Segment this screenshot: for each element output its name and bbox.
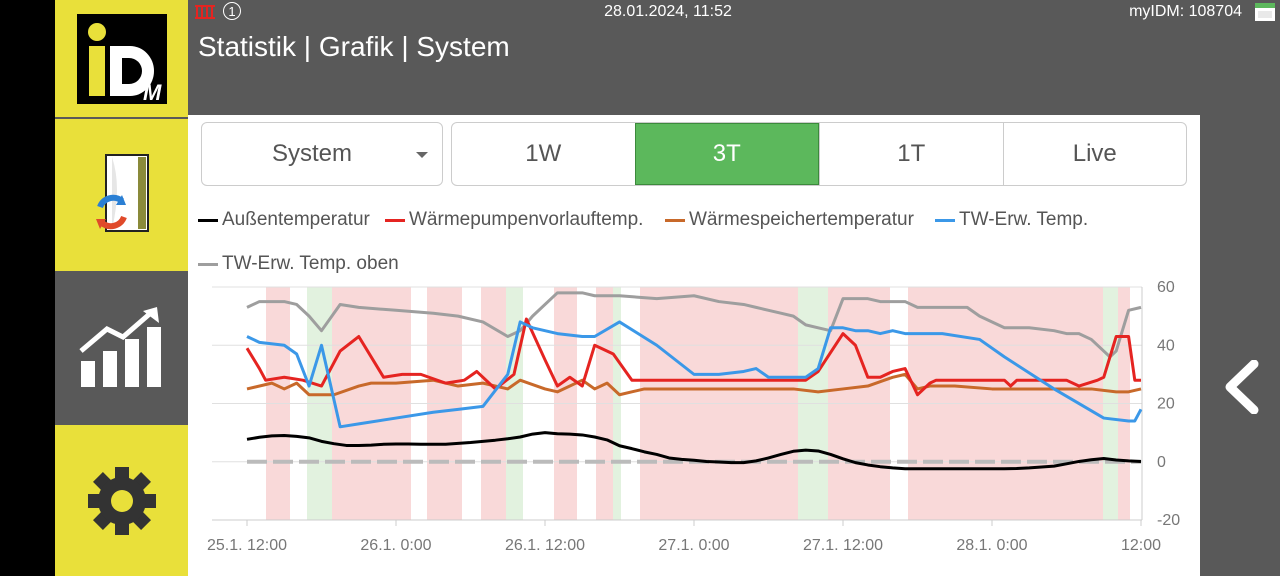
x-tick-label: 27.1. 0:00 bbox=[658, 537, 729, 554]
legend-swatch bbox=[198, 262, 218, 266]
legend-swatch bbox=[198, 218, 218, 222]
legend-item-speichertemp[interactable]: Wärmespeichertemperatur bbox=[665, 209, 914, 231]
left-edge bbox=[0, 0, 55, 576]
series-line-3 bbox=[246, 320, 1143, 429]
sidebar-item-statistics[interactable] bbox=[55, 275, 188, 421]
page-title: Statistik | Grafik | System bbox=[198, 31, 510, 62]
series-line-0 bbox=[246, 431, 1142, 471]
legend-swatch bbox=[665, 218, 685, 222]
window-icon[interactable] bbox=[1254, 2, 1276, 22]
range-button-3t[interactable]: 3T bbox=[634, 123, 819, 185]
x-tick-label: 27.1. 12:00 bbox=[803, 537, 883, 554]
device-id: myIDM: 108704 bbox=[1129, 3, 1242, 20]
legend-item-tw-erw-temp-oben[interactable]: TW-Erw. Temp. oben bbox=[198, 253, 399, 275]
sidebar: M bbox=[55, 0, 188, 576]
legend-swatch bbox=[385, 218, 405, 222]
range-button-1t[interactable]: 1T bbox=[819, 123, 1003, 185]
logo-sub-text: M bbox=[143, 80, 162, 104]
header: 1 28.01.2024, 11:52 myIDM: 108704 Statis… bbox=[188, 0, 1280, 115]
legend-item-tw-erw-temp[interactable]: TW-Erw. Temp. bbox=[935, 209, 1088, 231]
gear-icon bbox=[87, 466, 156, 535]
x-tick-label: 25.1. 12:00 bbox=[207, 537, 287, 554]
y-tick-label: 0 bbox=[1157, 454, 1166, 471]
series-line-1 bbox=[245, 317, 1141, 397]
legend-item-aussentemperatur[interactable]: Außentemperatur bbox=[198, 209, 370, 231]
idm-logo[interactable]: M bbox=[55, 0, 188, 117]
x-tick-label: 26.1. 12:00 bbox=[505, 537, 585, 554]
x-tick-label: 26.1. 0:00 bbox=[360, 537, 431, 554]
legend-label: Außentemperatur bbox=[222, 209, 370, 230]
main-panel: System 1W 3T 1T Live Außentemperatur Wär… bbox=[188, 115, 1200, 576]
sidebar-item-device-view[interactable] bbox=[55, 119, 188, 271]
range-button-live[interactable]: Live bbox=[1002, 123, 1187, 185]
x-tick-label: 28.1. 0:00 bbox=[956, 537, 1027, 554]
bar-chart-icon bbox=[78, 307, 161, 387]
notification-badge[interactable]: 1 bbox=[223, 2, 241, 20]
legend-swatch bbox=[935, 218, 955, 222]
system-select[interactable]: System bbox=[201, 122, 443, 186]
sidebar-item-settings[interactable] bbox=[55, 425, 188, 576]
x-tick-label: 12:00 bbox=[1121, 537, 1161, 554]
legend-label: TW-Erw. Temp. bbox=[959, 209, 1089, 230]
range-button-1w[interactable]: 1W bbox=[525, 140, 562, 167]
legend-label: TW-Erw. Temp. oben bbox=[222, 253, 399, 274]
line-chart: -20 0 20 40 60 25.1. 12:00 26.1. 0:00 26.1. 12:… bbox=[207, 279, 1180, 554]
status-bar: 1 28.01.2024, 11:52 myIDM: 108704 bbox=[188, 0, 1280, 24]
y-tick-label: -20 bbox=[1157, 512, 1180, 529]
legend-label: Wärmepumpenvorlauftemp. bbox=[409, 209, 644, 230]
time-range-buttons: 1W 3T 1T Live bbox=[451, 122, 1187, 186]
system-select-value: System bbox=[271, 140, 352, 167]
y-tick-label: 40 bbox=[1157, 337, 1175, 354]
y-tick-label: 60 bbox=[1157, 279, 1175, 296]
series-lines bbox=[245, 291, 1143, 471]
right-band bbox=[1200, 115, 1280, 576]
heater-icon[interactable] bbox=[194, 3, 216, 21]
series-line-4 bbox=[246, 291, 1142, 359]
series-line-2 bbox=[246, 372, 1142, 397]
caret-down-icon bbox=[416, 152, 428, 158]
chevron-left-icon[interactable] bbox=[1222, 360, 1262, 414]
datetime: 28.01.2024, 11:52 bbox=[604, 3, 732, 20]
legend-item-vorlauftemp[interactable]: Wärmepumpenvorlauftemp. bbox=[385, 209, 643, 231]
legend-label: Wärmespeichertemperatur bbox=[689, 209, 914, 230]
y-tick-label: 20 bbox=[1157, 396, 1175, 413]
heat-pump-icon bbox=[95, 154, 149, 232]
idm-logo-icon: M bbox=[76, 13, 167, 104]
axis-labels: -20 0 20 40 60 25.1. 12:00 26.1. 0:00 26.1. 12:… bbox=[207, 279, 1180, 554]
